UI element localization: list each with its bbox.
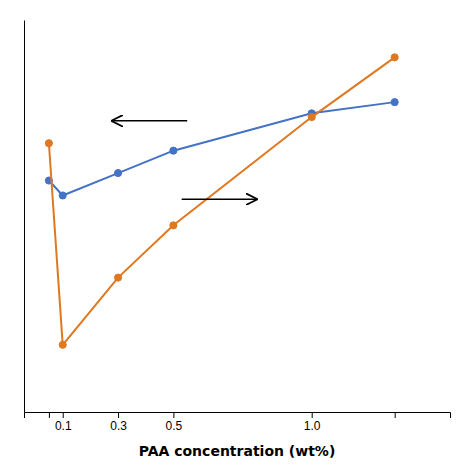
series-point xyxy=(59,341,66,348)
x-axis-line xyxy=(25,413,451,419)
x-tick xyxy=(49,412,50,418)
plot-area xyxy=(45,54,398,349)
x-tick-mark xyxy=(49,412,50,418)
series-line xyxy=(49,57,395,344)
series-point xyxy=(308,113,315,120)
x-axis: 0.1 0.3 0.5 1.0 xyxy=(25,412,451,433)
series-point xyxy=(170,147,177,154)
x-tick: 0.1 xyxy=(55,412,72,433)
x-tick-label: 0.3 xyxy=(110,419,127,433)
series-point xyxy=(45,140,52,147)
x-tick-mark xyxy=(173,412,174,418)
series-point xyxy=(114,169,121,176)
series-point xyxy=(59,192,66,199)
annotation-arrow xyxy=(113,120,188,122)
chart: 0.1 0.3 0.5 1.0 PAA concentration (wt%) xyxy=(0,0,474,474)
x-tick-label: 1.0 xyxy=(304,419,321,433)
x-tick: 1.0 xyxy=(304,412,321,433)
x-tick-label: 0.1 xyxy=(55,419,72,433)
x-tick: 0.3 xyxy=(110,412,127,433)
series-point xyxy=(391,99,398,106)
x-tick-mark xyxy=(63,412,64,418)
y-axis xyxy=(24,21,25,413)
x-tick-mark xyxy=(312,412,313,418)
x-tick-mark xyxy=(395,412,396,418)
x-tick-label: 0.5 xyxy=(166,419,183,433)
series-point xyxy=(114,274,121,281)
series-point xyxy=(170,222,177,229)
x-tick xyxy=(395,412,396,418)
y-axis-line xyxy=(24,21,25,413)
x-tick-mark xyxy=(118,412,119,418)
series-line xyxy=(49,102,395,195)
plot: 0.1 0.3 0.5 1.0 PAA concentration (wt%) xyxy=(25,21,451,460)
series-point xyxy=(391,54,398,61)
x-tick: 0.5 xyxy=(166,412,183,433)
x-axis-title: PAA concentration (wt%) xyxy=(139,443,336,459)
annotation-arrow xyxy=(182,198,257,200)
